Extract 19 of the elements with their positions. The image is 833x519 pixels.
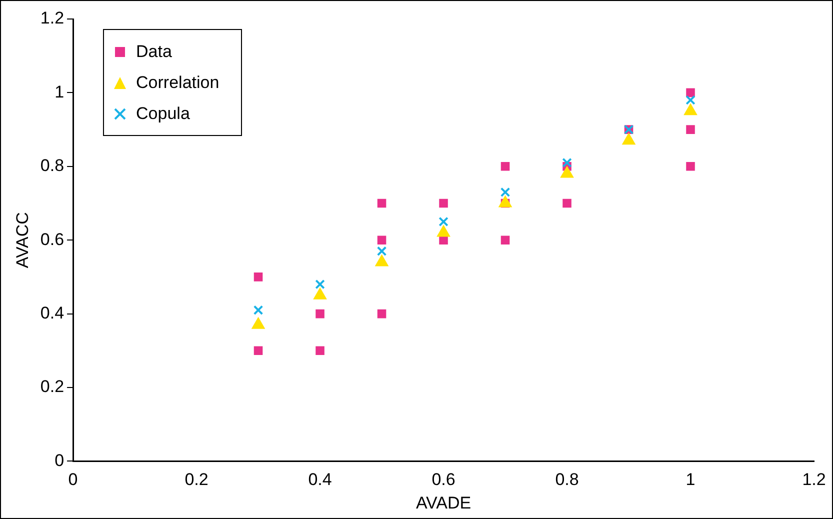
x-tick-label: 1.2 xyxy=(802,470,826,490)
x-tick-label: 0.8 xyxy=(555,470,579,490)
y-axis-title: AVACC xyxy=(12,212,32,268)
x-tick-label: 0.6 xyxy=(432,470,456,490)
y-tick-label: 0 xyxy=(54,450,64,470)
legend-label: Correlation xyxy=(136,72,220,94)
x-axis-title: AVADE xyxy=(416,493,472,512)
y-tick-label: 0.4 xyxy=(40,303,64,322)
y-tick-label: 0.8 xyxy=(40,156,64,176)
y-tick-label: 1.2 xyxy=(40,8,64,28)
x-tick-label: 0 xyxy=(68,470,78,490)
y-tick-label: 1 xyxy=(54,82,64,102)
y-tick-label: 0.2 xyxy=(40,377,64,396)
legend-label: Data xyxy=(136,41,172,63)
x-tick-label: 0.4 xyxy=(308,470,332,490)
x-tick-label: 1 xyxy=(686,470,696,490)
legend-label: Copula xyxy=(136,103,190,125)
x-tick-label: 0.2 xyxy=(184,470,208,490)
y-tick-label: 0.6 xyxy=(40,230,64,249)
